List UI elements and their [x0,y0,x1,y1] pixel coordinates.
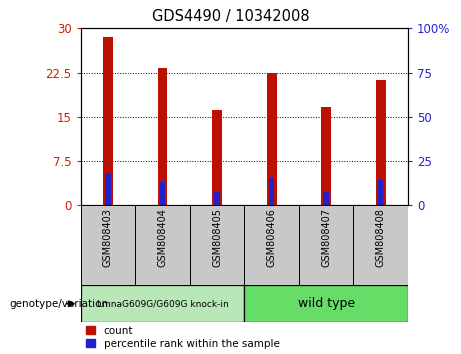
Text: genotype/variation: genotype/variation [9,299,108,309]
Bar [103,37,113,205]
Bar [135,205,190,285]
Text: LmnaG609G/G609G knock-in: LmnaG609G/G609G knock-in [97,299,228,308]
Bar [158,68,167,205]
Text: GSM808404: GSM808404 [158,208,167,267]
Bar [269,178,274,205]
Bar [378,180,384,205]
Bar [299,205,354,285]
Text: GSM808405: GSM808405 [212,208,222,267]
Bar [81,205,135,285]
Text: GDS4490 / 10342008: GDS4490 / 10342008 [152,9,309,24]
Bar [81,285,244,322]
Bar [244,285,408,322]
Text: GSM808407: GSM808407 [321,208,331,267]
Text: wild type: wild type [298,297,355,310]
Text: GSM808408: GSM808408 [376,208,386,267]
Bar [190,205,244,285]
Bar [105,173,111,205]
Bar [267,73,277,205]
Bar [212,110,222,205]
Bar [354,205,408,285]
Bar [160,182,165,205]
Text: GSM808406: GSM808406 [266,208,277,267]
Text: GSM808403: GSM808403 [103,208,113,267]
Bar [324,192,329,205]
Bar [376,80,385,205]
Bar [321,107,331,205]
Legend: count, percentile rank within the sample: count, percentile rank within the sample [86,326,279,349]
Bar [214,192,220,205]
Bar [244,205,299,285]
